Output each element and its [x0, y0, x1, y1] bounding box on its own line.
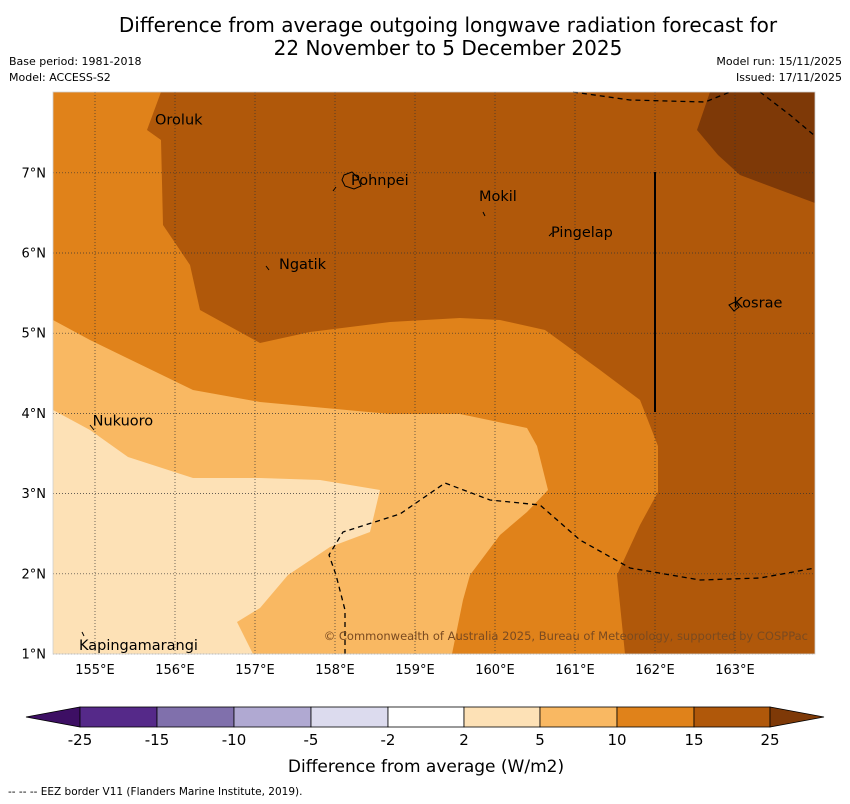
place-label-kapingamarangi: Kapingamarangi: [79, 638, 198, 654]
place-labels: Oroluk Pohnpei Mokil Pingelap Ngatik Kosrae Nu…: [79, 113, 782, 654]
eez-line-south: [328, 482, 816, 654]
title-line-2: 22 November to 5 December 2025: [273, 36, 623, 60]
eez-line-northeast: [759, 91, 816, 137]
islet-marks: [81, 186, 553, 637]
place-label-pohnpei: Pohnpei: [351, 173, 409, 189]
colorbar-tick-label: 5: [535, 731, 545, 749]
x-tick-label: 158°E: [315, 663, 355, 678]
colorbar-segment: [79, 706, 158, 728]
island-outlines: [81, 171, 740, 637]
model-run: Model run: 15/11/2025: [716, 55, 842, 68]
eez-line-north: [572, 91, 731, 103]
x-tick-label: 156°E: [155, 663, 195, 678]
place-label-kosrae: Kosrae: [733, 296, 782, 312]
colorbar-tick-label: 15: [684, 731, 703, 749]
x-tick-label: 162°E: [635, 663, 675, 678]
pohnpei-outline: [341, 171, 362, 190]
colorbar-segment: [539, 706, 618, 728]
x-tick-label: 163°E: [715, 663, 755, 678]
title-line-1: Difference from average outgoing longwav…: [118, 13, 778, 37]
meta-right: Model run: 15/11/2025 Issued: 17/11/2025: [716, 54, 842, 86]
base-period: Base period: 1981-2018: [9, 55, 142, 68]
x-tick-label: 157°E: [235, 663, 275, 678]
colorbar-segment: [463, 706, 541, 728]
y-tick-label: 6°N: [22, 247, 47, 262]
colorbar-segment: [387, 706, 465, 728]
issued-date: Issued: 17/11/2025: [735, 71, 842, 84]
band-2-5: [53, 410, 380, 654]
colorbar-segment: [616, 706, 695, 728]
map-area: [53, 92, 815, 654]
band-15-25: [147, 92, 815, 654]
y-tick-label: 4°N: [22, 407, 47, 422]
x-tick-label: 161°E: [555, 663, 595, 678]
model-name: Model: ACCESS-S2: [9, 71, 111, 84]
x-tick-label: 159°E: [395, 663, 435, 678]
colorbar-extend-high: [769, 706, 825, 728]
place-label-pingelap: Pingelap: [551, 225, 613, 241]
colorbar-label: Difference from average (W/m2): [288, 757, 564, 777]
colorbar-segment: [156, 706, 235, 728]
colorbar-tick-label: 10: [607, 731, 626, 749]
colorbar-segment: [693, 706, 771, 728]
meta-left: Base period: 1981-2018 Model: ACCESS-S2: [9, 54, 141, 86]
x-tick-label: 160°E: [475, 663, 515, 678]
place-label-oroluk: Oroluk: [155, 113, 203, 129]
band-gt-25: [697, 92, 815, 203]
y-tick-label: 2°N: [22, 567, 47, 582]
colorbar-tick-label: -10: [222, 731, 247, 749]
graticule: [53, 92, 815, 655]
place-label-ngatik: Ngatik: [279, 257, 327, 273]
kosrae-outline: [728, 301, 740, 312]
place-label-nukuoro: Nukuoro: [93, 413, 154, 429]
y-tick-label: 3°N: [22, 487, 47, 502]
place-label-mokil: Mokil: [479, 189, 517, 205]
colorbar-segment: [310, 706, 389, 728]
colorbar-tick-label: -15: [145, 731, 170, 749]
y-tick-label: 5°N: [22, 327, 47, 342]
eez-note: -- -- -- EEZ border V11 (Flanders Marine…: [8, 786, 303, 798]
y-tick-label: 7°N: [22, 166, 47, 181]
colorbar-tick-label: -25: [68, 731, 93, 749]
x-tick-label: 155°E: [75, 663, 115, 678]
colorbar-tick-label: -2: [381, 731, 396, 749]
copyright-text: © Commonwealth of Australia 2025, Bureau…: [324, 629, 808, 643]
colorbar: -25 -15 -10 -5 -2 2 5 10 15 25: [25, 706, 825, 749]
colorbar-tick-label: 25: [760, 731, 779, 749]
eez-borders: [328, 91, 816, 654]
axis-ticks: 155°E 156°E 157°E 158°E 159°E 160°E 161°E 162°E…: [22, 166, 755, 678]
y-tick-label: 1°N: [22, 648, 47, 663]
chart-title: Difference from average outgoing longwav…: [0, 14, 850, 60]
colorbar-tick-label: 2: [459, 731, 469, 749]
colorbar-segment: [233, 706, 312, 728]
colorbar-tick-label: -5: [304, 731, 319, 749]
map-frame: [52, 91, 816, 655]
colorbar-extend-low: [25, 706, 81, 728]
